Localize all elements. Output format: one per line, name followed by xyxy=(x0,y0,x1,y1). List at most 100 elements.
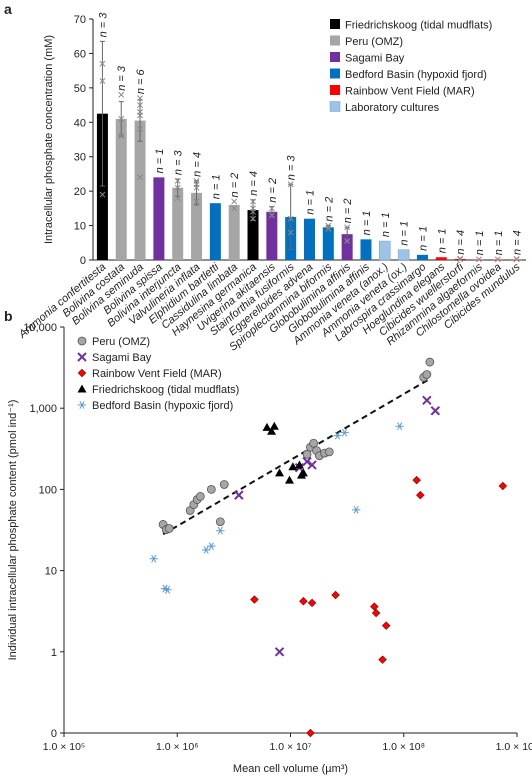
legend-label: Bedford Basin (hypoxid fjord) xyxy=(345,69,487,81)
data-point-marker xyxy=(118,115,125,122)
bar xyxy=(322,227,334,260)
bar xyxy=(341,234,353,260)
scatter-point xyxy=(371,608,381,618)
legend-swatch xyxy=(330,68,340,79)
data-point-marker xyxy=(193,198,200,205)
n-label: n = 3 xyxy=(97,12,109,38)
data-point-marker xyxy=(231,198,238,205)
data-point-marker xyxy=(344,238,351,245)
data-point-marker xyxy=(268,212,275,219)
legend-label: Rainbow Vent Field (MAR) xyxy=(345,86,475,98)
data-point-marker xyxy=(457,256,464,263)
scatter-point xyxy=(302,449,312,459)
trendline xyxy=(162,377,431,536)
n-label: n = 1 xyxy=(493,231,505,256)
data-point-marker xyxy=(99,78,106,84)
legend-label: Laboratory cultures xyxy=(345,102,440,114)
n-label: n = 3 xyxy=(286,155,298,181)
data-point-marker xyxy=(137,95,144,102)
data-point-marker xyxy=(344,224,351,231)
scatter-point xyxy=(149,554,158,563)
bar xyxy=(304,218,315,260)
y-tick-label: 100 xyxy=(39,484,57,496)
n-label: n = 1 xyxy=(154,149,166,174)
scatter-point xyxy=(498,481,508,491)
n-label: n = 2 xyxy=(323,197,335,222)
data-point-marker xyxy=(137,112,144,119)
x-tick-label: 1.0 × 10⁵ xyxy=(43,741,86,753)
n-label: n = 1 xyxy=(474,231,486,256)
scatter-point xyxy=(430,406,441,416)
n-label: n = 4 xyxy=(248,171,260,196)
data-point-marker xyxy=(513,256,520,263)
scatter-point xyxy=(215,517,225,527)
n-label: n = 3 xyxy=(173,149,185,175)
bar xyxy=(416,254,428,260)
y-tick-label: 10 xyxy=(74,221,86,233)
scatter-point xyxy=(201,545,211,554)
n-label: n = 6 xyxy=(135,69,147,95)
data-point-marker xyxy=(494,256,501,263)
bar xyxy=(247,210,259,260)
legend-label: Sagami Bay xyxy=(92,352,152,364)
data-point-marker xyxy=(250,208,256,215)
data-point-marker xyxy=(99,191,106,198)
legend-marker xyxy=(77,352,87,362)
scatter-point xyxy=(206,484,216,494)
bar xyxy=(266,211,278,260)
n-label: n = 2 xyxy=(229,173,241,198)
n-label: n = 1 xyxy=(361,211,373,236)
legend-label: Rainbow Vent Field (MAR) xyxy=(92,368,222,380)
n-label: n = 4 xyxy=(455,230,467,255)
data-point-marker xyxy=(287,215,294,222)
legend-label: Peru (OMZ) xyxy=(345,36,403,48)
scatter-point xyxy=(381,621,391,630)
scatter-point xyxy=(298,468,308,477)
data-point-marker xyxy=(268,205,275,212)
data-point-marker xyxy=(174,195,181,201)
y-tick-label: 20 xyxy=(74,186,86,198)
n-label: n = 2 xyxy=(342,199,354,224)
data-point-marker xyxy=(287,229,294,236)
x-tick-label: 1.0 × 10⁷ xyxy=(269,741,311,753)
n-label: n = 4 xyxy=(192,152,204,177)
scatter-point xyxy=(378,655,387,664)
bar xyxy=(209,203,221,260)
bar xyxy=(379,240,391,261)
y-axis-title: Intracellular phosphate concentration (m… xyxy=(43,35,55,244)
data-point-marker xyxy=(250,198,256,205)
panel-a: a 0 10 20 30 40 50 60 70 Intracellular phosphate … xyxy=(4,1,526,354)
y-tick-label: 0 xyxy=(80,255,86,267)
scatter-point xyxy=(333,431,342,440)
legend-label: Friedrichskoog (tidal mudflats) xyxy=(345,20,492,32)
scatter-point xyxy=(370,602,379,611)
data-point-marker xyxy=(118,91,125,98)
x-tick-label: 1.0 × 10⁶ xyxy=(156,741,199,753)
scatter-point xyxy=(285,475,295,484)
scatter-point xyxy=(309,438,319,448)
data-point-marker xyxy=(287,181,294,188)
scatter-point xyxy=(219,480,229,489)
legend-marker xyxy=(77,401,87,409)
data-point-marker xyxy=(250,215,256,222)
scatter-point xyxy=(422,370,432,379)
scatter-point xyxy=(207,542,216,551)
legend-swatch xyxy=(329,101,341,112)
bar xyxy=(228,204,240,260)
x-tick-label: 1.0 × 10⁹ xyxy=(496,741,532,753)
legend-swatch xyxy=(330,52,340,62)
n-label: n = 1 xyxy=(210,174,222,199)
data-point-marker xyxy=(193,184,200,191)
data-point-marker xyxy=(174,184,181,191)
scatter-point xyxy=(307,460,317,470)
scatter-point xyxy=(351,505,361,514)
legend-label: Bedford Basin (hypoxic fjord) xyxy=(92,400,233,412)
data-point-marker xyxy=(118,133,125,140)
scatter-point xyxy=(416,490,425,500)
y-tick-label: 1,000 xyxy=(29,403,57,415)
x-axis-title: Mean cell volume (µm³) xyxy=(233,763,348,775)
data-point-marker xyxy=(137,126,144,133)
panel-b: b 0 1 10 100 1,000 10,000 1.0 × 10⁵ 1.0 × 10⁶ 1.0… xyxy=(4,308,532,775)
legend-swatch xyxy=(330,19,340,29)
legend-swatch xyxy=(330,85,340,95)
